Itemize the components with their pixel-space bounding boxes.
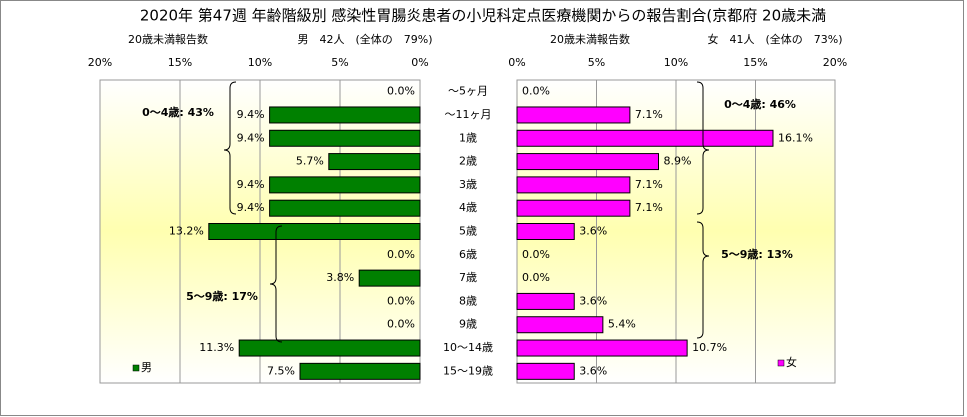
brace [223,81,237,215]
subtitle: 男 42人 (全体の 79%) [297,32,432,46]
x-tick-label: 5% [331,56,348,69]
value-label: 5.4% [608,318,636,331]
bar [516,176,631,194]
value-label: 7.1% [635,178,663,191]
value-label: 0.0% [522,248,550,261]
annotation: 0～4歳: 46% [724,97,796,111]
category-label: 9歳 [459,318,477,331]
bar [516,129,774,147]
value-label: 10.7% [692,341,727,354]
annotation: 0～4歳: 43% [142,105,214,119]
subtitle: 女 41人 (全体の 73%) [707,32,842,46]
category-label: 7歳 [459,271,477,284]
x-tick-label: 5% [588,56,605,69]
value-label: 0.0% [387,85,415,98]
bar [516,153,660,171]
value-label: 3.6% [579,364,607,377]
value-label: 0.0% [387,318,415,331]
bar [299,362,421,380]
value-label: 9.4% [237,108,265,121]
x-tick-label: 10% [664,56,688,69]
category-label: 3歳 [459,178,477,191]
category-label: 4歳 [459,201,477,214]
legend-label: 女 [786,355,797,369]
category-label: ～11ヶ月 [445,108,492,121]
x-tick-label: 20% [88,56,112,69]
x-tick-label: 0% [508,56,525,69]
legend-swatch [777,359,785,367]
value-label: 3.8% [326,271,354,284]
value-label: 8.9% [664,155,692,168]
value-label: 7.1% [635,108,663,121]
bar [516,362,575,380]
bar [516,223,575,240]
annotation: 5～9歳: 17% [186,289,258,303]
bar [269,106,421,124]
value-label: 13.2% [169,225,204,238]
brace [696,221,710,339]
value-label: 3.6% [579,294,607,307]
category-label: 5歳 [459,225,477,238]
value-label: 7.1% [635,201,663,214]
x-tick-label: 15% [743,56,767,69]
category-label: 8歳 [459,294,477,307]
value-label: 11.3% [199,341,234,354]
bar [328,153,421,171]
category-label: 6歳 [459,248,477,261]
brace [269,225,283,343]
bar [269,199,421,217]
category-label: 2歳 [459,155,477,168]
legend-swatch [132,364,140,372]
value-label: 0.0% [522,271,550,284]
x-tick-label: 20% [823,56,847,69]
value-label: 0.0% [387,248,415,261]
value-label: 0.0% [387,294,415,307]
x-tick-label: 10% [248,56,272,69]
bar [516,106,631,124]
bar [516,316,604,334]
chart-title: 2020年 第47週 年齢階級別 感染性胃腸炎患者の小児科定点医療機関からの報告… [140,7,826,25]
bar [269,176,421,194]
bar [516,339,688,357]
category-label: 1歳 [459,131,477,144]
value-label: 9.4% [237,131,265,144]
value-label: 0.0% [522,85,550,98]
bar [516,292,575,310]
value-label: 9.4% [237,178,265,191]
value-label: 3.6% [579,225,607,238]
bar [208,223,421,240]
subtitle: 20歳未満報告数 [550,33,630,46]
value-label: 5.7% [296,155,324,168]
bar [269,129,421,147]
category-label: 15～19歳 [443,364,493,377]
value-label: 9.4% [237,201,265,214]
subtitle: 20歳未満報告数 [128,33,208,46]
value-label: 7.5% [267,364,295,377]
bar [238,339,421,357]
annotation: 5～9歳: 13% [721,247,793,261]
category-label: ～5ヶ月 [448,85,488,98]
category-label: 10～14歳 [443,341,493,354]
value-label: 16.1% [778,131,813,144]
bar [358,269,421,287]
brace [696,81,710,215]
bar [516,199,631,217]
x-tick-label: 0% [411,56,428,69]
x-tick-label: 15% [168,56,192,69]
legend-label: 男 [141,361,152,374]
